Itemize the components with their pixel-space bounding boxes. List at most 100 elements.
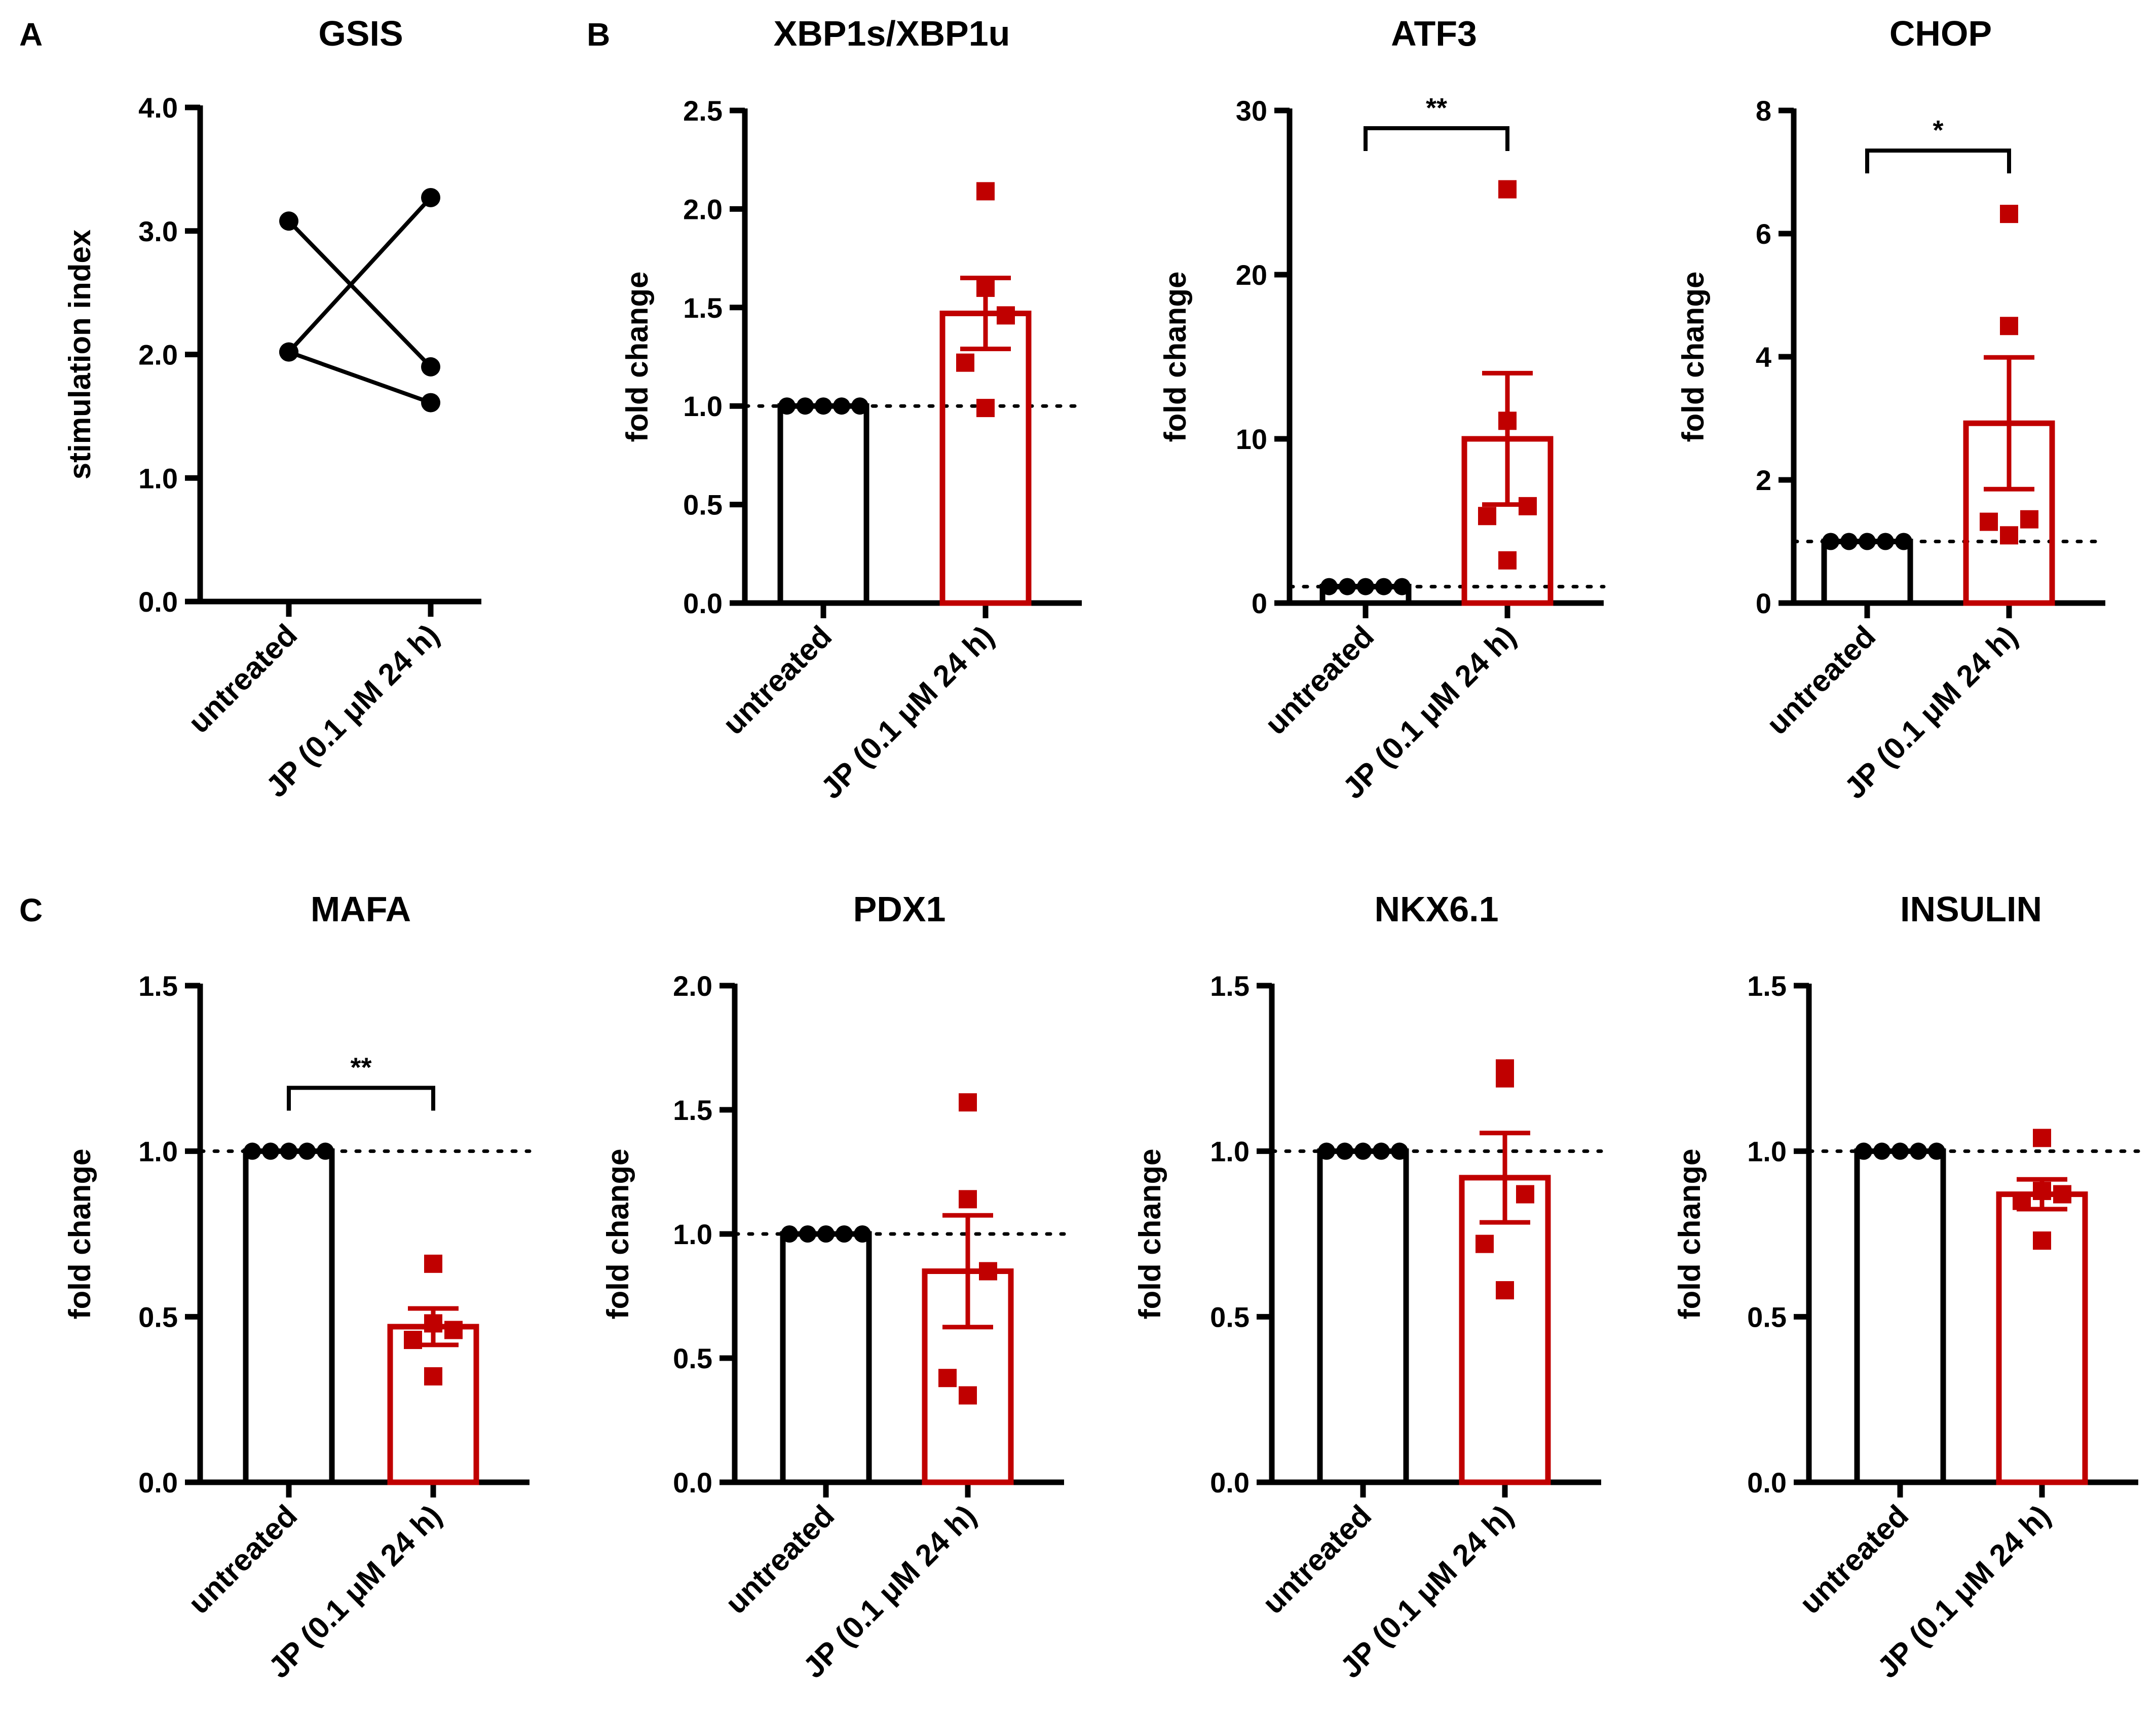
data-point-treated [2013,1191,2031,1210]
y-tick-label: 4.0 [138,92,178,124]
data-point-treated [1498,180,1517,199]
y-tick-label: 3.0 [138,215,178,247]
bracket-line [1364,126,1509,151]
y-tick-label: 0 [1252,587,1267,619]
y-tick-label: 10 [1236,423,1267,455]
series-line [287,196,432,354]
data-point-untreated [1339,578,1356,595]
data-point [421,393,440,413]
data-point-untreated [797,397,814,415]
chart-title: NKX6.1 [1374,889,1498,929]
data-point-treated [976,278,995,297]
data-point-untreated [1318,1142,1335,1160]
data-point-treated [2020,510,2038,529]
y-tick-label: 0 [1756,587,1771,619]
y-tick-label: 0.0 [683,587,723,619]
data-point-treated [444,1321,463,1339]
data-point-untreated [833,397,850,415]
y-axis-label: fold change [620,272,654,442]
data-point-untreated [1393,578,1411,595]
y-tick-label: 0.5 [138,1301,178,1333]
data-point-untreated [1391,1142,1408,1160]
data-point-treated [2000,317,2018,335]
significance-bracket: * [1865,115,2011,174]
data-point [421,188,440,207]
bracket-line [287,1085,435,1111]
data-point-untreated [854,1225,871,1243]
data-point-untreated [1354,1142,1372,1160]
data-point-untreated [778,397,796,415]
data-point-untreated [1336,1142,1353,1160]
data-point-treated [959,1190,977,1209]
x-tick-label: JP (0.1 μM 24 h) [814,619,1000,805]
bar-untreated [1854,1148,1946,1485]
significance-label: ** [350,1053,371,1083]
data-point-untreated [244,1142,261,1160]
data-point-untreated [781,1225,798,1243]
x-tick-label: untreated [182,1499,304,1621]
bar-untreated [780,1231,872,1485]
y-tick-label: 0.0 [673,1467,712,1499]
x-tick-label: untreated [1256,1499,1378,1621]
chart-title: MAFA [311,889,411,929]
y-axis-label: fold change [1676,272,1710,442]
chart-title: PDX1 [853,889,946,929]
x-tick-label: untreated [1793,1499,1915,1621]
data-point-untreated [836,1225,853,1243]
data-point-treated [976,182,995,201]
y-tick-label: 0.0 [1747,1467,1787,1499]
x-tick-label: untreated [182,618,304,740]
data-point-untreated [262,1142,279,1160]
chart-panel-1: A GSIS 0.0 1.0 2.0 3.0 4.0 stimulation index unt… [19,14,481,804]
error-bar [942,1213,993,1330]
y-axis-label: stimulation index [63,230,97,479]
significance-label: ** [1426,93,1447,123]
data-point-treated [2000,526,2018,545]
y-axis-label: fold change [1133,1149,1167,1320]
data-point-treated [959,1093,977,1112]
data-point-untreated [1373,1142,1390,1160]
y-tick-label: 1.5 [1210,970,1250,1002]
data-point-treated [1519,497,1537,515]
data-point [279,211,298,231]
y-tick-label: 4 [1756,341,1771,373]
y-tick-label: 20 [1236,259,1267,291]
y-tick-label: 0.0 [138,586,178,618]
data-point-treated [424,1254,442,1273]
data-point-treated [1980,512,1998,531]
data-point-treated [404,1331,422,1350]
y-axis-label: fold change [1158,272,1192,442]
data-point-untreated [1873,1142,1890,1160]
y-tick-label: 30 [1236,95,1267,127]
y-tick-label: 1.0 [1747,1136,1787,1168]
data-point-untreated [815,397,832,415]
significance-label: * [1933,115,1943,145]
data-point-treated [2000,205,2018,223]
y-tick-label: 8 [1756,95,1771,127]
y-tick-label: 0.5 [1747,1301,1787,1333]
chart-panel-2: B XBP1s/XBP1u 0.0 0.5 1.0 1.5 2.0 2.5 fold chang… [587,14,1084,805]
y-tick-label: 1.5 [138,970,178,1002]
y-tick-label: 2.0 [138,339,178,371]
y-tick-label: 2 [1756,464,1771,496]
data-point-untreated [1892,1142,1909,1160]
error-bar [1480,1131,1530,1225]
data-point-untreated [1357,578,1374,595]
bar-untreated [243,1148,335,1485]
y-tick-label: 1.0 [138,1136,178,1168]
data-point-untreated [1895,533,1912,550]
bar-treated [939,310,1032,606]
chart-title: XBP1s/XBP1u [774,14,1010,53]
y-tick-label: 6 [1756,218,1771,250]
x-tick-label: untreated [716,619,839,741]
data-point-treated [1476,1234,1494,1253]
data-point-untreated [280,1142,297,1160]
x-tick-label: untreated [719,1499,841,1621]
y-axis-label: fold change [601,1149,635,1320]
error-bar [1984,355,2034,492]
y-tick-label: 0.0 [138,1467,178,1499]
